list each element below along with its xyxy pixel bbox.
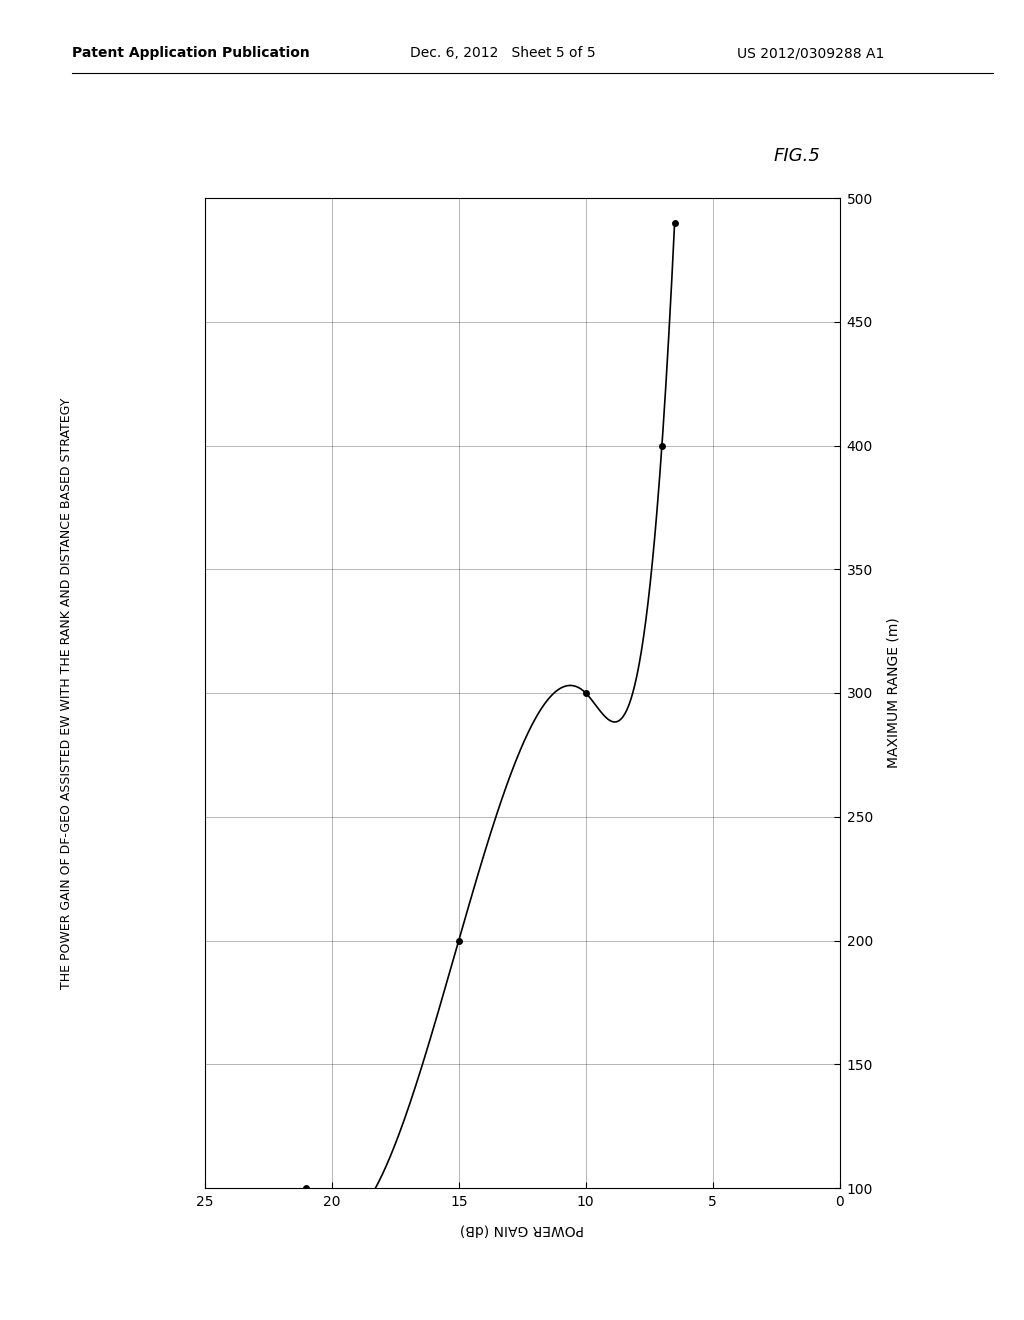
X-axis label: POWER GAIN (dB): POWER GAIN (dB) — [460, 1222, 585, 1237]
Text: Dec. 6, 2012   Sheet 5 of 5: Dec. 6, 2012 Sheet 5 of 5 — [410, 46, 595, 61]
Text: US 2012/0309288 A1: US 2012/0309288 A1 — [737, 46, 885, 61]
Point — [653, 436, 670, 457]
Y-axis label: MAXIMUM RANGE (m): MAXIMUM RANGE (m) — [887, 618, 901, 768]
Text: THE POWER GAIN OF DF-GEO ASSISTED EW WITH THE RANK AND DISTANCE BASED STRATEGY: THE POWER GAIN OF DF-GEO ASSISTED EW WIT… — [60, 397, 73, 989]
Point — [451, 929, 467, 950]
Point — [667, 213, 683, 234]
Point — [578, 682, 594, 704]
Text: Patent Application Publication: Patent Application Publication — [72, 46, 309, 61]
Point — [298, 1177, 314, 1199]
Text: FIG.5: FIG.5 — [773, 147, 820, 165]
